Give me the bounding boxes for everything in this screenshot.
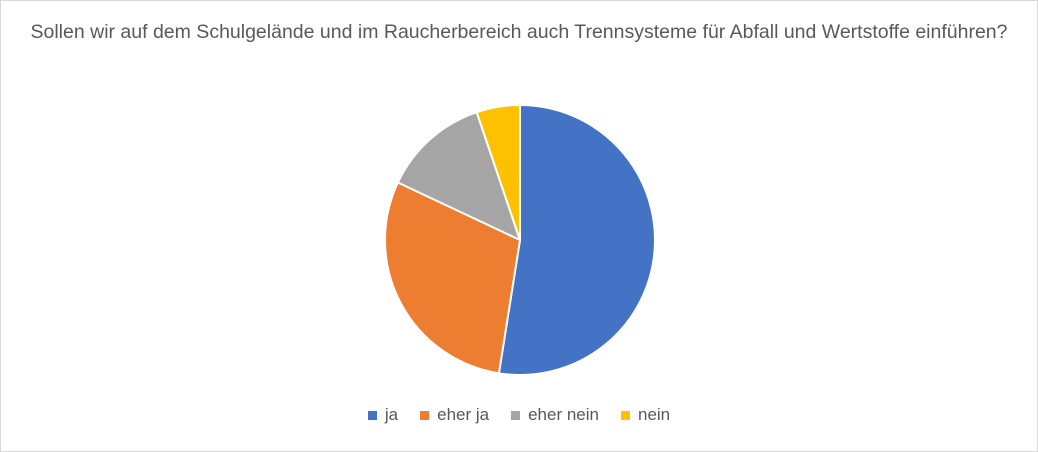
legend-label: eher nein: [528, 405, 599, 424]
pie-slice-nein: [475, 104, 521, 241]
legend-item-nein: nein: [620, 405, 671, 425]
legend-swatch: [511, 410, 521, 420]
legend-swatch: [367, 410, 377, 420]
legend-swatch: [620, 410, 630, 420]
legend-swatch: [420, 410, 430, 420]
pie-chart: [384, 104, 656, 376]
pie-slice-ja: [497, 104, 656, 376]
pie-slices: [384, 104, 656, 376]
legend-item-ja: ja: [367, 405, 399, 425]
pie-slice-eher-nein: [396, 111, 521, 241]
chart-title: Sollen wir auf dem Schulgelände und im R…: [30, 21, 1008, 43]
legend-label: eher ja: [437, 405, 490, 424]
legend-label: nein: [637, 405, 671, 424]
legend-item-eher-nein: eher nein: [511, 405, 599, 425]
legend-item-eher-ja: eher ja: [420, 405, 489, 425]
pie-slice-eher-ja: [384, 181, 521, 375]
legend-label: ja: [384, 405, 399, 424]
chart-legend: ja eher ja eher nein nein: [1, 405, 1037, 425]
